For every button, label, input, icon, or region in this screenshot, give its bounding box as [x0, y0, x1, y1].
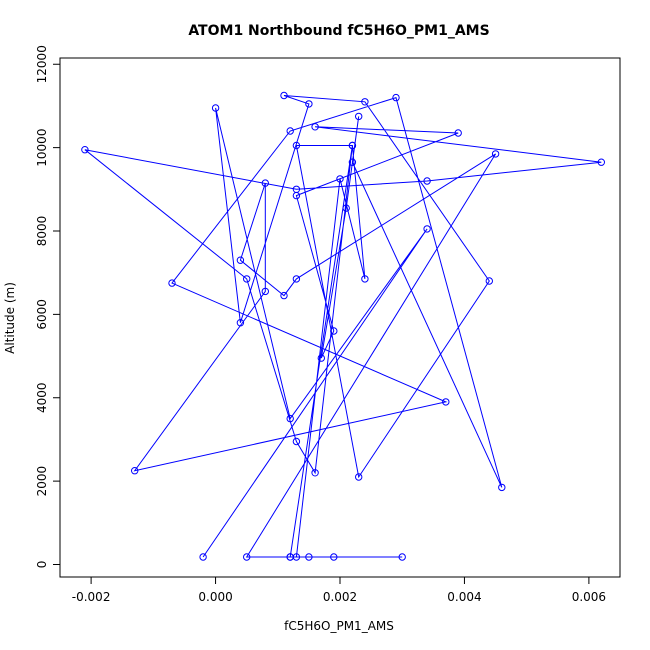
- data-point: [348, 158, 357, 166]
- data-point: [398, 553, 406, 561]
- y-axis: 0 2000 4000 6000 8000 10000 12000: [35, 45, 61, 569]
- chart-title: ATOM1 Northbound fC5H6O_PM1_AMS: [188, 23, 489, 39]
- y-tick-label: 4000: [35, 382, 49, 413]
- plot-area: [59, 57, 621, 578]
- data-point: [491, 150, 500, 158]
- data-point: [292, 553, 301, 561]
- data-point: [442, 398, 450, 406]
- data-point: [348, 141, 357, 150]
- data-point: [597, 158, 605, 166]
- data-point: [330, 327, 338, 335]
- y-tick-label: 12000: [35, 45, 49, 83]
- data-point: [286, 127, 294, 135]
- data-point: [361, 275, 369, 283]
- data-point: [280, 91, 288, 100]
- data-point: [317, 354, 325, 362]
- data-point: [498, 483, 506, 492]
- data-point: [311, 123, 319, 131]
- x-tick-label: 0.006: [572, 590, 606, 604]
- data-point: [342, 204, 350, 212]
- data-point: [236, 319, 245, 327]
- data-point: [280, 291, 288, 300]
- y-tick-label: 6000: [35, 299, 49, 330]
- data-point: [336, 175, 344, 183]
- data-point: [211, 104, 220, 112]
- y-tick-label: 10000: [35, 129, 49, 167]
- x-axis: -0.002 0.000 0.002 0.004 0.006: [72, 576, 606, 604]
- y-tick-label: 0: [35, 561, 49, 569]
- y-tick-label: 8000: [35, 216, 49, 247]
- x-axis-label: fC5H6O_PM1_AMS: [284, 619, 394, 633]
- data-point: [243, 553, 251, 561]
- y-axis-label: Altitude (m): [3, 282, 17, 354]
- data-point: [243, 275, 251, 283]
- data-point: [392, 93, 400, 102]
- data-point: [236, 256, 245, 264]
- data-point: [330, 553, 338, 561]
- data-point: [454, 129, 462, 137]
- data-point: [199, 553, 207, 561]
- data-point: [423, 177, 431, 185]
- data-point: [81, 146, 89, 154]
- x-tick-label: -0.002: [72, 590, 111, 604]
- data-point: [261, 179, 269, 187]
- data-point: [261, 287, 269, 296]
- y-tick-label: 2000: [35, 466, 49, 497]
- data-point: [286, 414, 294, 423]
- data-point: [355, 473, 363, 481]
- data-point: [311, 469, 319, 477]
- data-point: [131, 467, 139, 475]
- data-point: [292, 437, 301, 446]
- data-point: [168, 279, 176, 287]
- data-point: [485, 277, 493, 285]
- series-line-group: [84, 95, 602, 558]
- data-point: [355, 112, 363, 121]
- data-point: [305, 553, 313, 561]
- data-point: [423, 225, 431, 233]
- x-tick-label: 0.002: [323, 590, 357, 604]
- data-point: [292, 275, 301, 283]
- data-points-group: [81, 91, 605, 561]
- data-point: [292, 141, 301, 150]
- data-point: [361, 98, 369, 106]
- x-tick-label: 0.004: [447, 590, 481, 604]
- data-point: [305, 100, 313, 108]
- series-line: [84, 95, 602, 558]
- x-tick-label: 0.000: [198, 590, 232, 604]
- data-point: [292, 191, 301, 200]
